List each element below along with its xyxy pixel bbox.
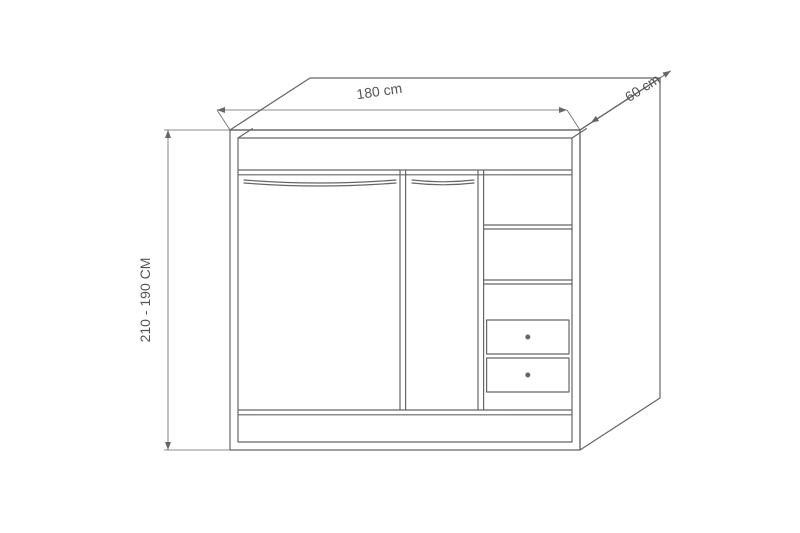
dimension-depth-label: 60 cm: [622, 71, 663, 105]
dimensions: 180 cm 60 cm 210 - 190 CM: [137, 71, 671, 450]
dimension-width-label: 180 cm: [355, 80, 403, 102]
carcass: [230, 78, 660, 450]
drawer-knob-icon: [525, 373, 530, 378]
wardrobe-technical-drawing: 180 cm 60 cm 210 - 190 CM: [0, 0, 800, 533]
dimension-height-label: 210 - 190 CM: [137, 258, 153, 343]
interior: [238, 129, 586, 415]
drawer-knob-icon: [525, 335, 530, 340]
